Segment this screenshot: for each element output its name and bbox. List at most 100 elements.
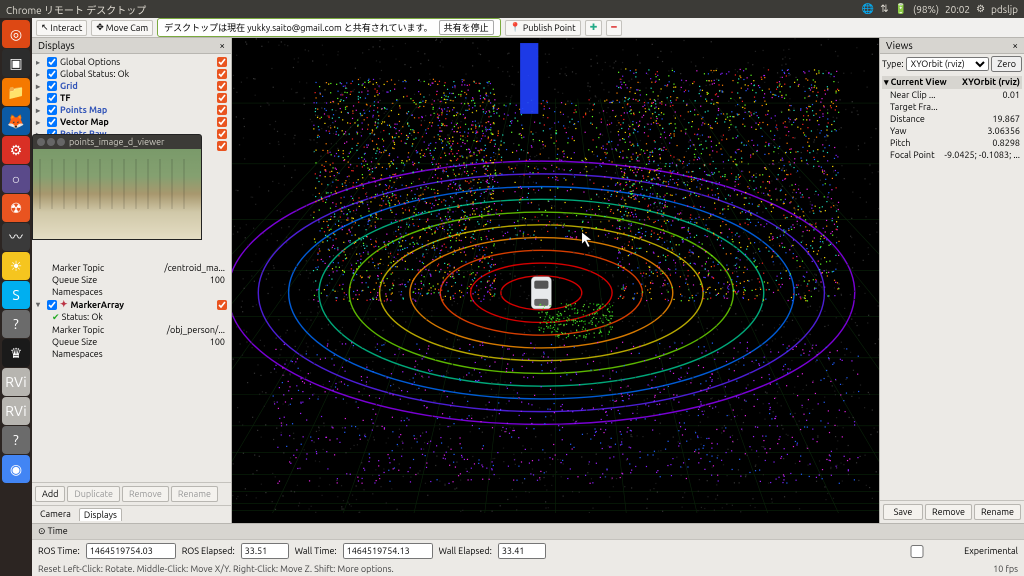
launcher-item[interactable]: 〰 — [2, 223, 30, 251]
property-row[interactable]: Queue Size100 — [34, 336, 229, 348]
tree-item[interactable]: ▸Global Options — [34, 56, 229, 68]
launcher-item[interactable]: ◉ — [2, 455, 30, 483]
launcher-item[interactable]: ☀ — [2, 252, 30, 280]
panel-close-icon[interactable]: × — [219, 40, 225, 51]
view-type-select[interactable]: XYOrbit (rviz) — [906, 57, 990, 71]
enable-checkbox[interactable] — [217, 69, 227, 79]
tree-item[interactable]: ▾✦ MarkerArray — [34, 298, 229, 311]
remove-tool-button[interactable]: ━ — [606, 20, 621, 36]
view-property-row[interactable]: ▾ Current ViewXYOrbit (rviz) — [882, 76, 1022, 89]
share-banner: デスクトップは現在 yukky.saito@gmail.com と共有されていま… — [157, 18, 500, 37]
camera-viewer-window[interactable]: points_image_d_viewer — [32, 134, 202, 240]
view-property-row[interactable]: Near Clip ...0.01 — [882, 89, 1022, 101]
move-camera-button[interactable]: ✥Move Cam — [91, 20, 153, 36]
type-label: Type: — [882, 59, 904, 69]
add-button[interactable]: Add — [35, 486, 65, 502]
publish-point-button[interactable]: 📍Publish Point — [505, 20, 581, 36]
enable-checkbox[interactable] — [217, 93, 227, 103]
tray-icon[interactable]: ⇅ — [880, 3, 888, 15]
property-row[interactable]: Namespaces — [34, 348, 229, 360]
rename-button[interactable]: Rename — [171, 486, 218, 502]
add-tool-button[interactable]: ✚ — [585, 20, 603, 36]
wall-elapsed-label: Wall Elapsed: — [439, 546, 492, 556]
save-button[interactable]: Save — [883, 504, 923, 520]
view-property-row[interactable]: Distance19.867 — [882, 113, 1022, 125]
enable-checkbox[interactable] — [217, 57, 227, 67]
visibility-checkbox[interactable] — [47, 57, 57, 67]
camera-image — [33, 149, 201, 239]
zero-button[interactable]: Zero — [991, 56, 1022, 72]
remove-button[interactable]: Remove — [925, 504, 972, 520]
enable-checkbox[interactable] — [217, 141, 227, 151]
tray-icon[interactable]: 🔋 — [895, 3, 907, 15]
rviz-3d-viewport[interactable] — [232, 38, 879, 523]
system-tray: 🌐 ⇅ 🔋 (98%) 20:02 ⚙ pdsljp — [862, 3, 1018, 15]
visibility-checkbox[interactable] — [47, 117, 57, 127]
ros-elapsed-field[interactable] — [241, 543, 289, 559]
visibility-checkbox[interactable] — [47, 93, 57, 103]
visibility-checkbox[interactable] — [47, 69, 57, 79]
enable-checkbox[interactable] — [217, 105, 227, 115]
interact-button[interactable]: ↖Interact — [36, 20, 87, 36]
duplicate-button[interactable]: Duplicate — [67, 486, 120, 502]
window-controls[interactable] — [37, 138, 65, 146]
launcher-item[interactable]: RVi — [2, 368, 30, 396]
launcher-item[interactable]: ▣ — [2, 49, 30, 77]
experimental-checkbox[interactable]: Experimental — [872, 545, 1018, 558]
tray-user[interactable]: pdsljp — [991, 4, 1018, 15]
wall-time-label: Wall Time: — [295, 546, 337, 556]
launcher-item[interactable]: RVi — [2, 397, 30, 425]
visibility-checkbox[interactable] — [47, 105, 57, 115]
launcher-item[interactable]: ? — [2, 310, 30, 338]
property-row[interactable]: ✔ Status: Ok — [34, 311, 229, 324]
rename-button[interactable]: Rename — [974, 504, 1021, 520]
tray-gear-icon[interactable]: ⚙ — [976, 3, 985, 15]
views-panel-header[interactable]: Views × — [880, 38, 1024, 54]
property-row[interactable]: Namespaces — [34, 286, 229, 298]
tray-icon[interactable]: 🌐 — [862, 3, 874, 15]
enable-checkbox[interactable] — [217, 129, 227, 139]
view-properties-tree[interactable]: ▾ Current ViewXYOrbit (rviz)Near Clip ..… — [880, 74, 1024, 500]
stop-sharing-button[interactable]: 共有を停止 — [439, 20, 494, 35]
launcher-item[interactable]: S — [2, 281, 30, 309]
ros-time-field[interactable] — [86, 543, 176, 559]
displays-tree[interactable]: ▸Global Options▸Global Status: Ok▸Grid▸T… — [32, 54, 231, 482]
launcher-item[interactable]: ☢ — [2, 194, 30, 222]
remove-button[interactable]: Remove — [122, 486, 169, 502]
tree-item[interactable]: ▸Global Status: Ok — [34, 68, 229, 80]
enable-checkbox[interactable] — [217, 81, 227, 91]
system-titlebar: Chrome リモート デスクトップ 🌐 ⇅ 🔋 (98%) 20:02 ⚙ p… — [0, 0, 1024, 18]
launcher-item[interactable]: 📁 — [2, 78, 30, 106]
tab-camera[interactable]: Camera — [36, 508, 75, 521]
tab-displays[interactable]: Displays — [79, 508, 122, 521]
launcher-item[interactable]: ◎ — [2, 20, 30, 48]
enable-checkbox[interactable] — [217, 117, 227, 127]
property-row[interactable]: Marker Topic/obj_person/... — [34, 324, 229, 336]
launcher-item[interactable]: ⚙ — [2, 136, 30, 164]
rviz-app: ↖Interact ✥Move Cam デスクトップは現在 yukky.sait… — [32, 18, 1024, 576]
pin-icon: 📍 — [510, 22, 521, 33]
view-property-row[interactable]: Target Fra... — [882, 101, 1022, 113]
titlebar-text: Chrome リモート デスクトップ — [6, 2, 146, 17]
tree-item[interactable]: ▸Grid — [34, 80, 229, 92]
displays-panel-header[interactable]: Displays × — [32, 38, 231, 54]
view-property-row[interactable]: Yaw3.06356 — [882, 125, 1022, 137]
launcher-item[interactable]: ○ — [2, 165, 30, 193]
view-property-row[interactable]: Pitch0.8298 — [882, 137, 1022, 149]
property-row[interactable]: Queue Size100 — [34, 274, 229, 286]
tree-item[interactable]: ▸Vector Map — [34, 116, 229, 128]
time-panel-header[interactable]: ⊙ Time — [32, 524, 1024, 540]
launcher-item[interactable]: ? — [2, 426, 30, 454]
launcher-item[interactable]: 🦊 — [2, 107, 30, 135]
wall-time-field[interactable] — [343, 543, 433, 559]
wall-elapsed-field[interactable] — [498, 543, 546, 559]
tree-item[interactable]: ▸TF — [34, 92, 229, 104]
launcher-item[interactable]: ♛ — [2, 339, 30, 367]
panel-close-icon[interactable]: × — [1012, 40, 1018, 51]
tray-clock: 20:02 — [945, 4, 970, 15]
displays-panel-buttons: Add Duplicate Remove Rename — [32, 482, 231, 505]
tree-item[interactable]: ▸Points Map — [34, 104, 229, 116]
view-property-row[interactable]: Focal Point-9.0425; -0.1083; ... — [882, 149, 1022, 161]
property-row[interactable]: Marker Topic/centroid_ma... — [34, 262, 229, 274]
visibility-checkbox[interactable] — [47, 81, 57, 91]
